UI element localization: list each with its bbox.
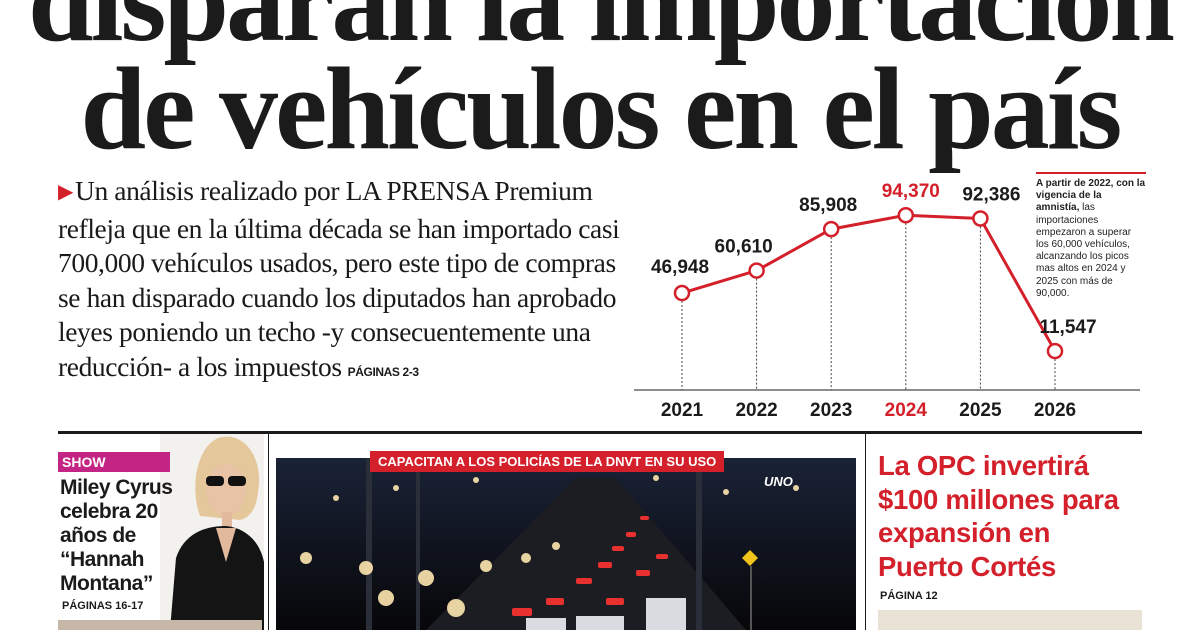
data-point (897, 206, 915, 224)
data-label: 94,370 (882, 181, 940, 202)
column-divider-1 (268, 434, 269, 630)
photo-caption-tag: CAPACITAN A LOS POLICÍAS DE LA DNVT EN S… (370, 451, 725, 472)
x-tick-label: 2025 (959, 400, 1002, 421)
headline-line-1: disparan la importación (28, 0, 1175, 66)
x-tick-label: 2026 (1034, 400, 1076, 421)
section-divider (58, 431, 1142, 434)
x-tick-label: 2021 (661, 400, 704, 421)
data-label: 60,610 (715, 237, 773, 258)
miley-cyrus-photo[interactable] (160, 434, 264, 630)
data-label: 85,908 (799, 195, 857, 216)
lede-paragraph: ▶Un análisis realizado por LA PRENSA Pre… (58, 174, 638, 389)
uno-sign: UNO (764, 474, 793, 489)
x-tick-label: 2024 (885, 400, 928, 421)
show-thumbnail (58, 620, 262, 630)
show-pages-link[interactable]: PÁGINAS 16-17 (62, 600, 144, 612)
x-tick-label: 2022 (735, 400, 777, 421)
chart-note-text: las importaciones empezaron a superar lo… (1036, 202, 1132, 299)
data-label: 46,948 (651, 257, 709, 278)
data-point (673, 284, 691, 302)
lede-pages-link[interactable]: PÁGINAS 2-3 (347, 364, 419, 379)
opc-pages-link[interactable]: PÁGINA 12 (880, 590, 938, 602)
series-line (681, 213, 1057, 352)
chart-note: A partir de 2022, con la vigencia de la … (1036, 172, 1146, 300)
opc-headline[interactable]: La OPC invertirá $100 millones para expa… (878, 450, 1119, 582)
chart-note-bold: A partir de 2022, con la vigencia de la … (1036, 178, 1146, 214)
show-headline[interactable]: Miley Cyrus celebra 20 años de “Hannah M… (60, 476, 173, 595)
data-point (972, 210, 989, 227)
triangle-bullet-icon: ▶ (58, 181, 73, 203)
data-point (822, 220, 840, 238)
x-tick-label: 2023 (810, 400, 852, 421)
headline-line-2: de vehículos en el país (80, 43, 1123, 174)
column-divider-2 (865, 434, 866, 630)
imports-line-chart: 46,948 60,610 85,908 94,370 92,386 11,547 2021… (634, 181, 1140, 421)
show-section-tag: SHOW (58, 452, 170, 472)
lede-text: Un análisis realizado por LA PRENSA Prem… (58, 175, 620, 382)
data-label: 92,386 (962, 184, 1020, 205)
data-label: 11,547 (1039, 317, 1096, 338)
data-point (748, 262, 765, 279)
opc-thumbnail (878, 610, 1142, 630)
data-point (1046, 342, 1064, 360)
traffic-photo[interactable]: UNO (276, 458, 856, 630)
